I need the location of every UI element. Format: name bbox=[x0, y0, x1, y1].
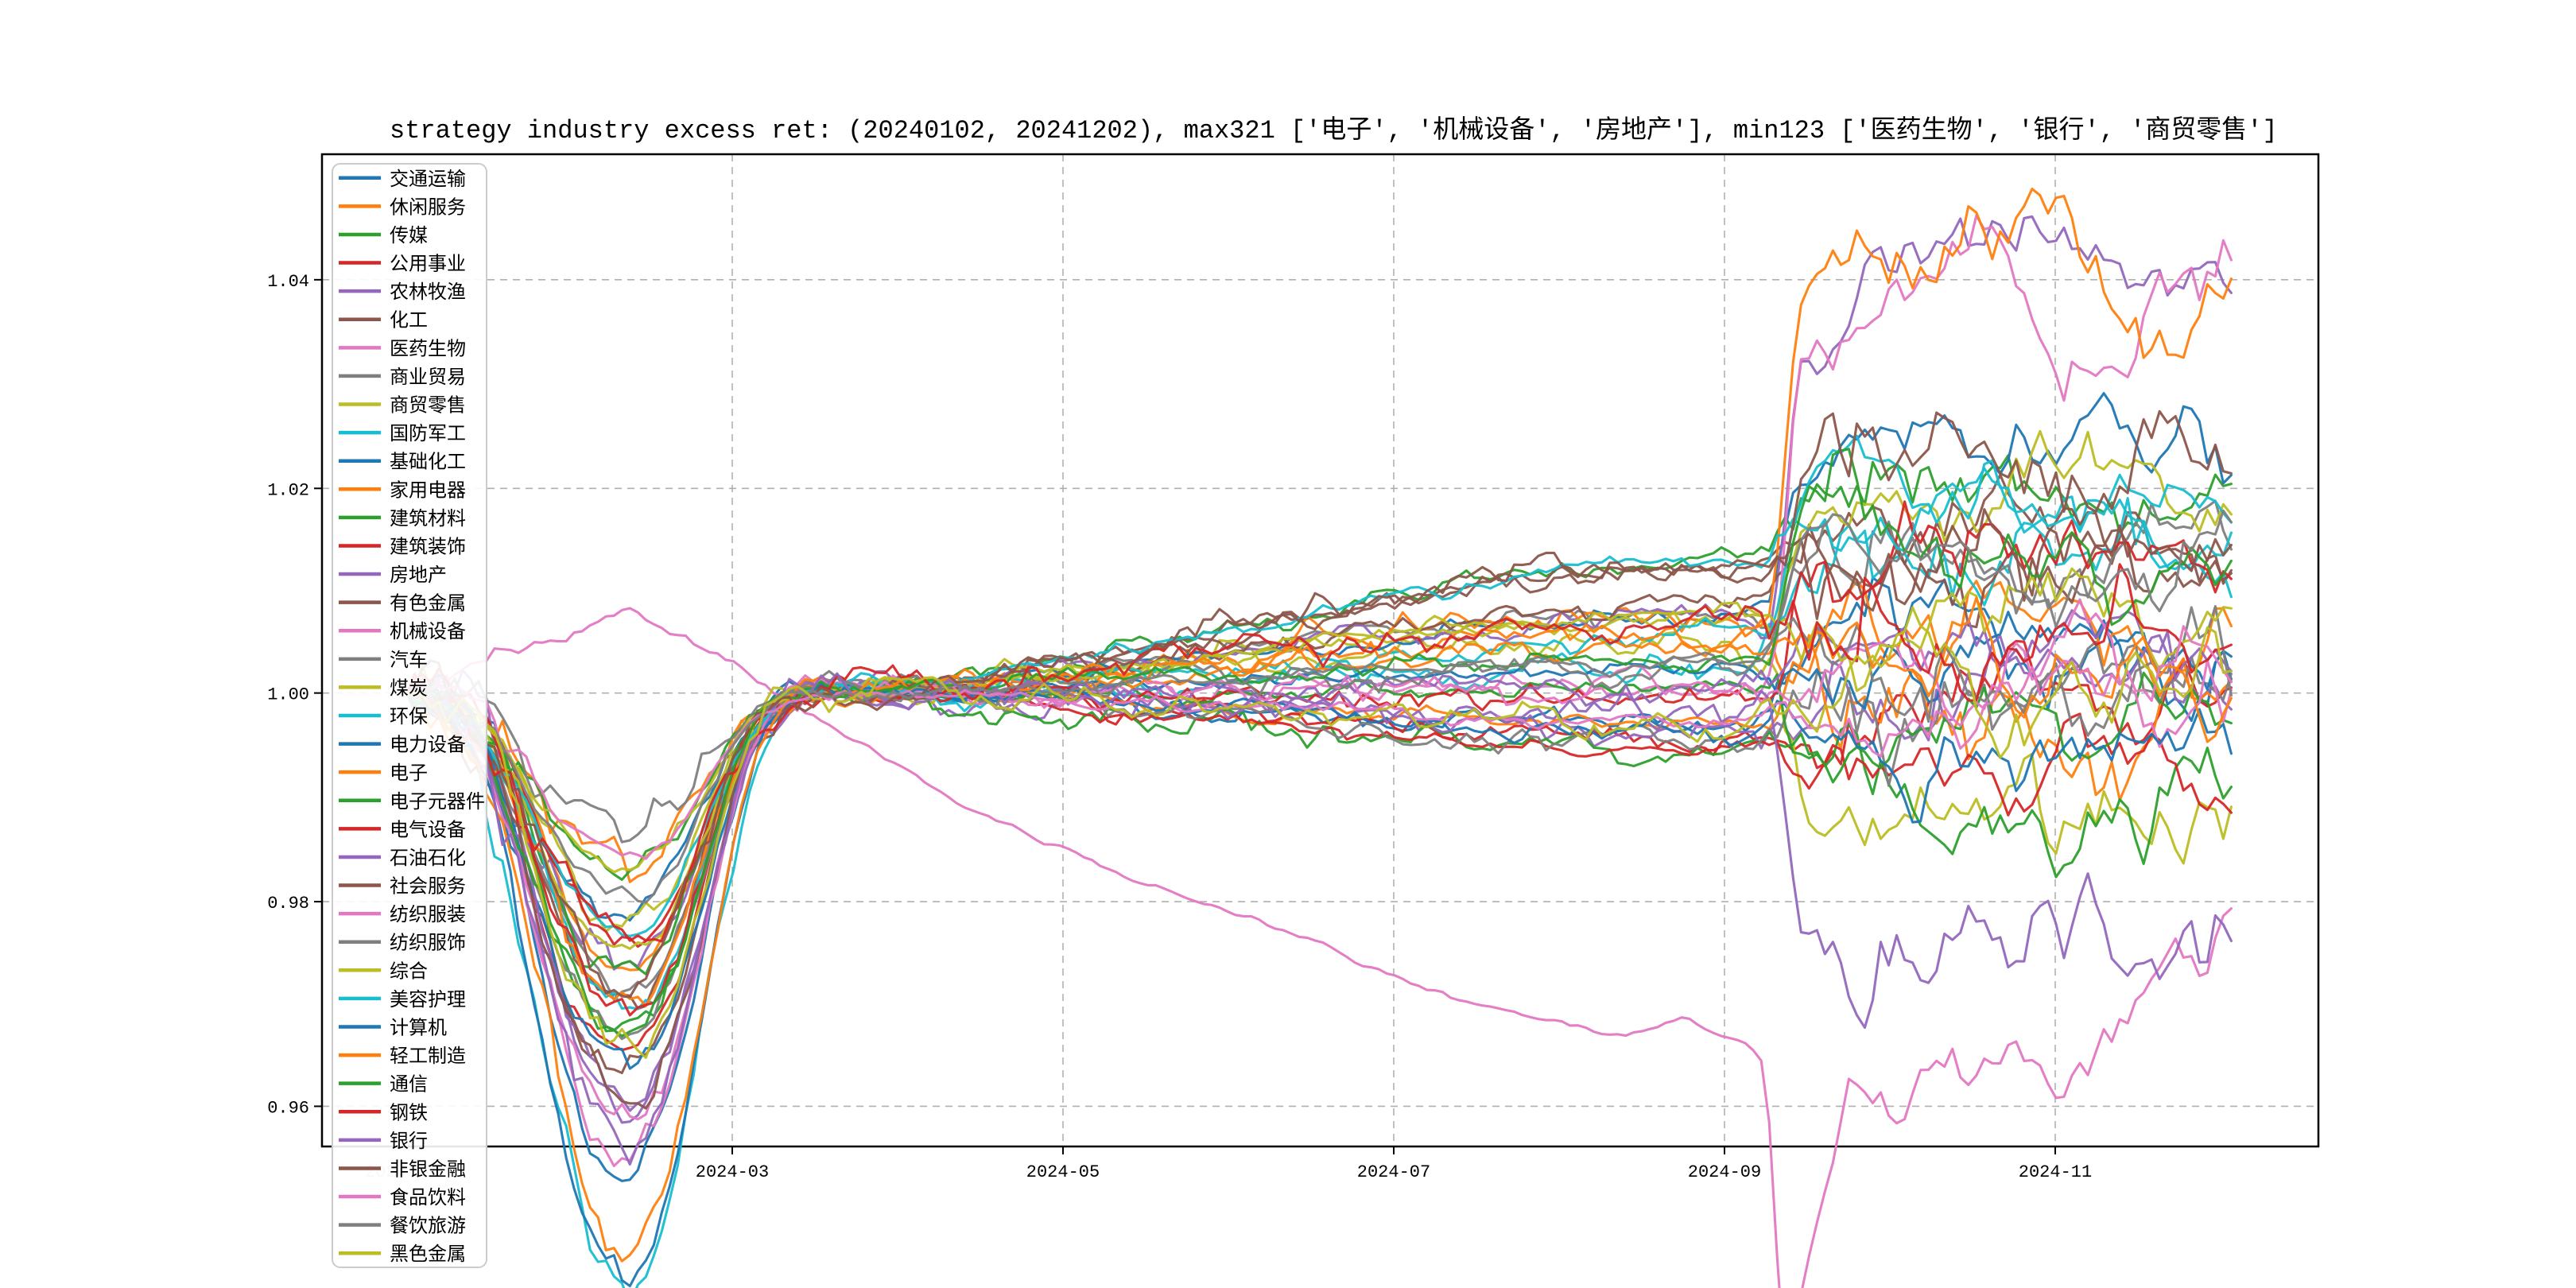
svg-text:电气设备: 电气设备 bbox=[390, 819, 466, 842]
svg-text:餐饮旅游: 餐饮旅游 bbox=[390, 1216, 466, 1239]
svg-text:计算机: 计算机 bbox=[390, 1017, 447, 1040]
svg-text:2024-03: 2024-03 bbox=[696, 1162, 769, 1182]
svg-text:休闲服务: 休闲服务 bbox=[390, 196, 466, 219]
svg-text:国防军工: 国防军工 bbox=[390, 423, 466, 446]
svg-text:0.96: 0.96 bbox=[267, 1098, 309, 1118]
svg-text:汽车: 汽车 bbox=[390, 650, 428, 673]
svg-text:电子元器件: 电子元器件 bbox=[390, 791, 485, 814]
svg-text:美容护理: 美容护理 bbox=[390, 989, 466, 1012]
svg-text:公用事业: 公用事业 bbox=[390, 254, 466, 277]
svg-text:环保: 环保 bbox=[390, 706, 428, 729]
svg-text:传媒: 传媒 bbox=[390, 225, 428, 248]
svg-text:纺织服装: 纺织服装 bbox=[390, 904, 466, 927]
svg-text:轻工制造: 轻工制造 bbox=[390, 1046, 466, 1069]
svg-text:石油石化: 石油石化 bbox=[390, 848, 466, 871]
svg-text:煤炭: 煤炭 bbox=[390, 677, 428, 700]
svg-text:交通运输: 交通运输 bbox=[390, 169, 466, 192]
svg-text:钢铁: 钢铁 bbox=[390, 1102, 428, 1125]
svg-text:1.02: 1.02 bbox=[267, 480, 309, 500]
svg-text:1.04: 1.04 bbox=[267, 272, 309, 292]
svg-text:建筑装饰: 建筑装饰 bbox=[390, 536, 466, 559]
svg-text:纺织服饰: 纺织服饰 bbox=[390, 933, 466, 956]
svg-text:2024-09: 2024-09 bbox=[1688, 1162, 1761, 1182]
svg-text:1.00: 1.00 bbox=[267, 685, 309, 705]
svg-text:黑色金属: 黑色金属 bbox=[390, 1243, 466, 1267]
svg-text:农林牧渔: 农林牧渔 bbox=[390, 281, 466, 305]
svg-text:有色金属: 有色金属 bbox=[390, 593, 466, 616]
svg-text:2024-11: 2024-11 bbox=[2019, 1162, 2092, 1182]
svg-text:医药生物: 医药生物 bbox=[390, 338, 466, 361]
svg-text:机械设备: 机械设备 bbox=[390, 621, 466, 644]
svg-text:家用电器: 家用电器 bbox=[390, 479, 466, 502]
svg-text:化工: 化工 bbox=[390, 310, 428, 333]
svg-text:建筑材料: 建筑材料 bbox=[390, 508, 466, 531]
svg-text:非银金融: 非银金融 bbox=[390, 1158, 466, 1181]
svg-text:房地产: 房地产 bbox=[390, 564, 447, 588]
svg-text:食品饮料: 食品饮料 bbox=[390, 1187, 466, 1210]
svg-text:基础化工: 基础化工 bbox=[390, 452, 466, 475]
svg-text:strategy industry excess ret:: strategy industry excess ret: (20240102,… bbox=[390, 115, 2278, 145]
svg-text:社会服务: 社会服务 bbox=[390, 876, 466, 899]
svg-text:银行: 银行 bbox=[390, 1131, 428, 1154]
svg-text:0.98: 0.98 bbox=[267, 894, 309, 914]
svg-text:综合: 综合 bbox=[390, 960, 428, 983]
svg-text:电子: 电子 bbox=[390, 762, 428, 786]
svg-text:通信: 通信 bbox=[390, 1074, 428, 1097]
svg-text:商业贸易: 商业贸易 bbox=[390, 367, 466, 390]
svg-text:商贸零售: 商贸零售 bbox=[390, 395, 466, 418]
svg-text:电力设备: 电力设备 bbox=[390, 735, 466, 758]
svg-text:2024-05: 2024-05 bbox=[1026, 1162, 1100, 1182]
svg-text:2024-07: 2024-07 bbox=[1357, 1162, 1430, 1182]
